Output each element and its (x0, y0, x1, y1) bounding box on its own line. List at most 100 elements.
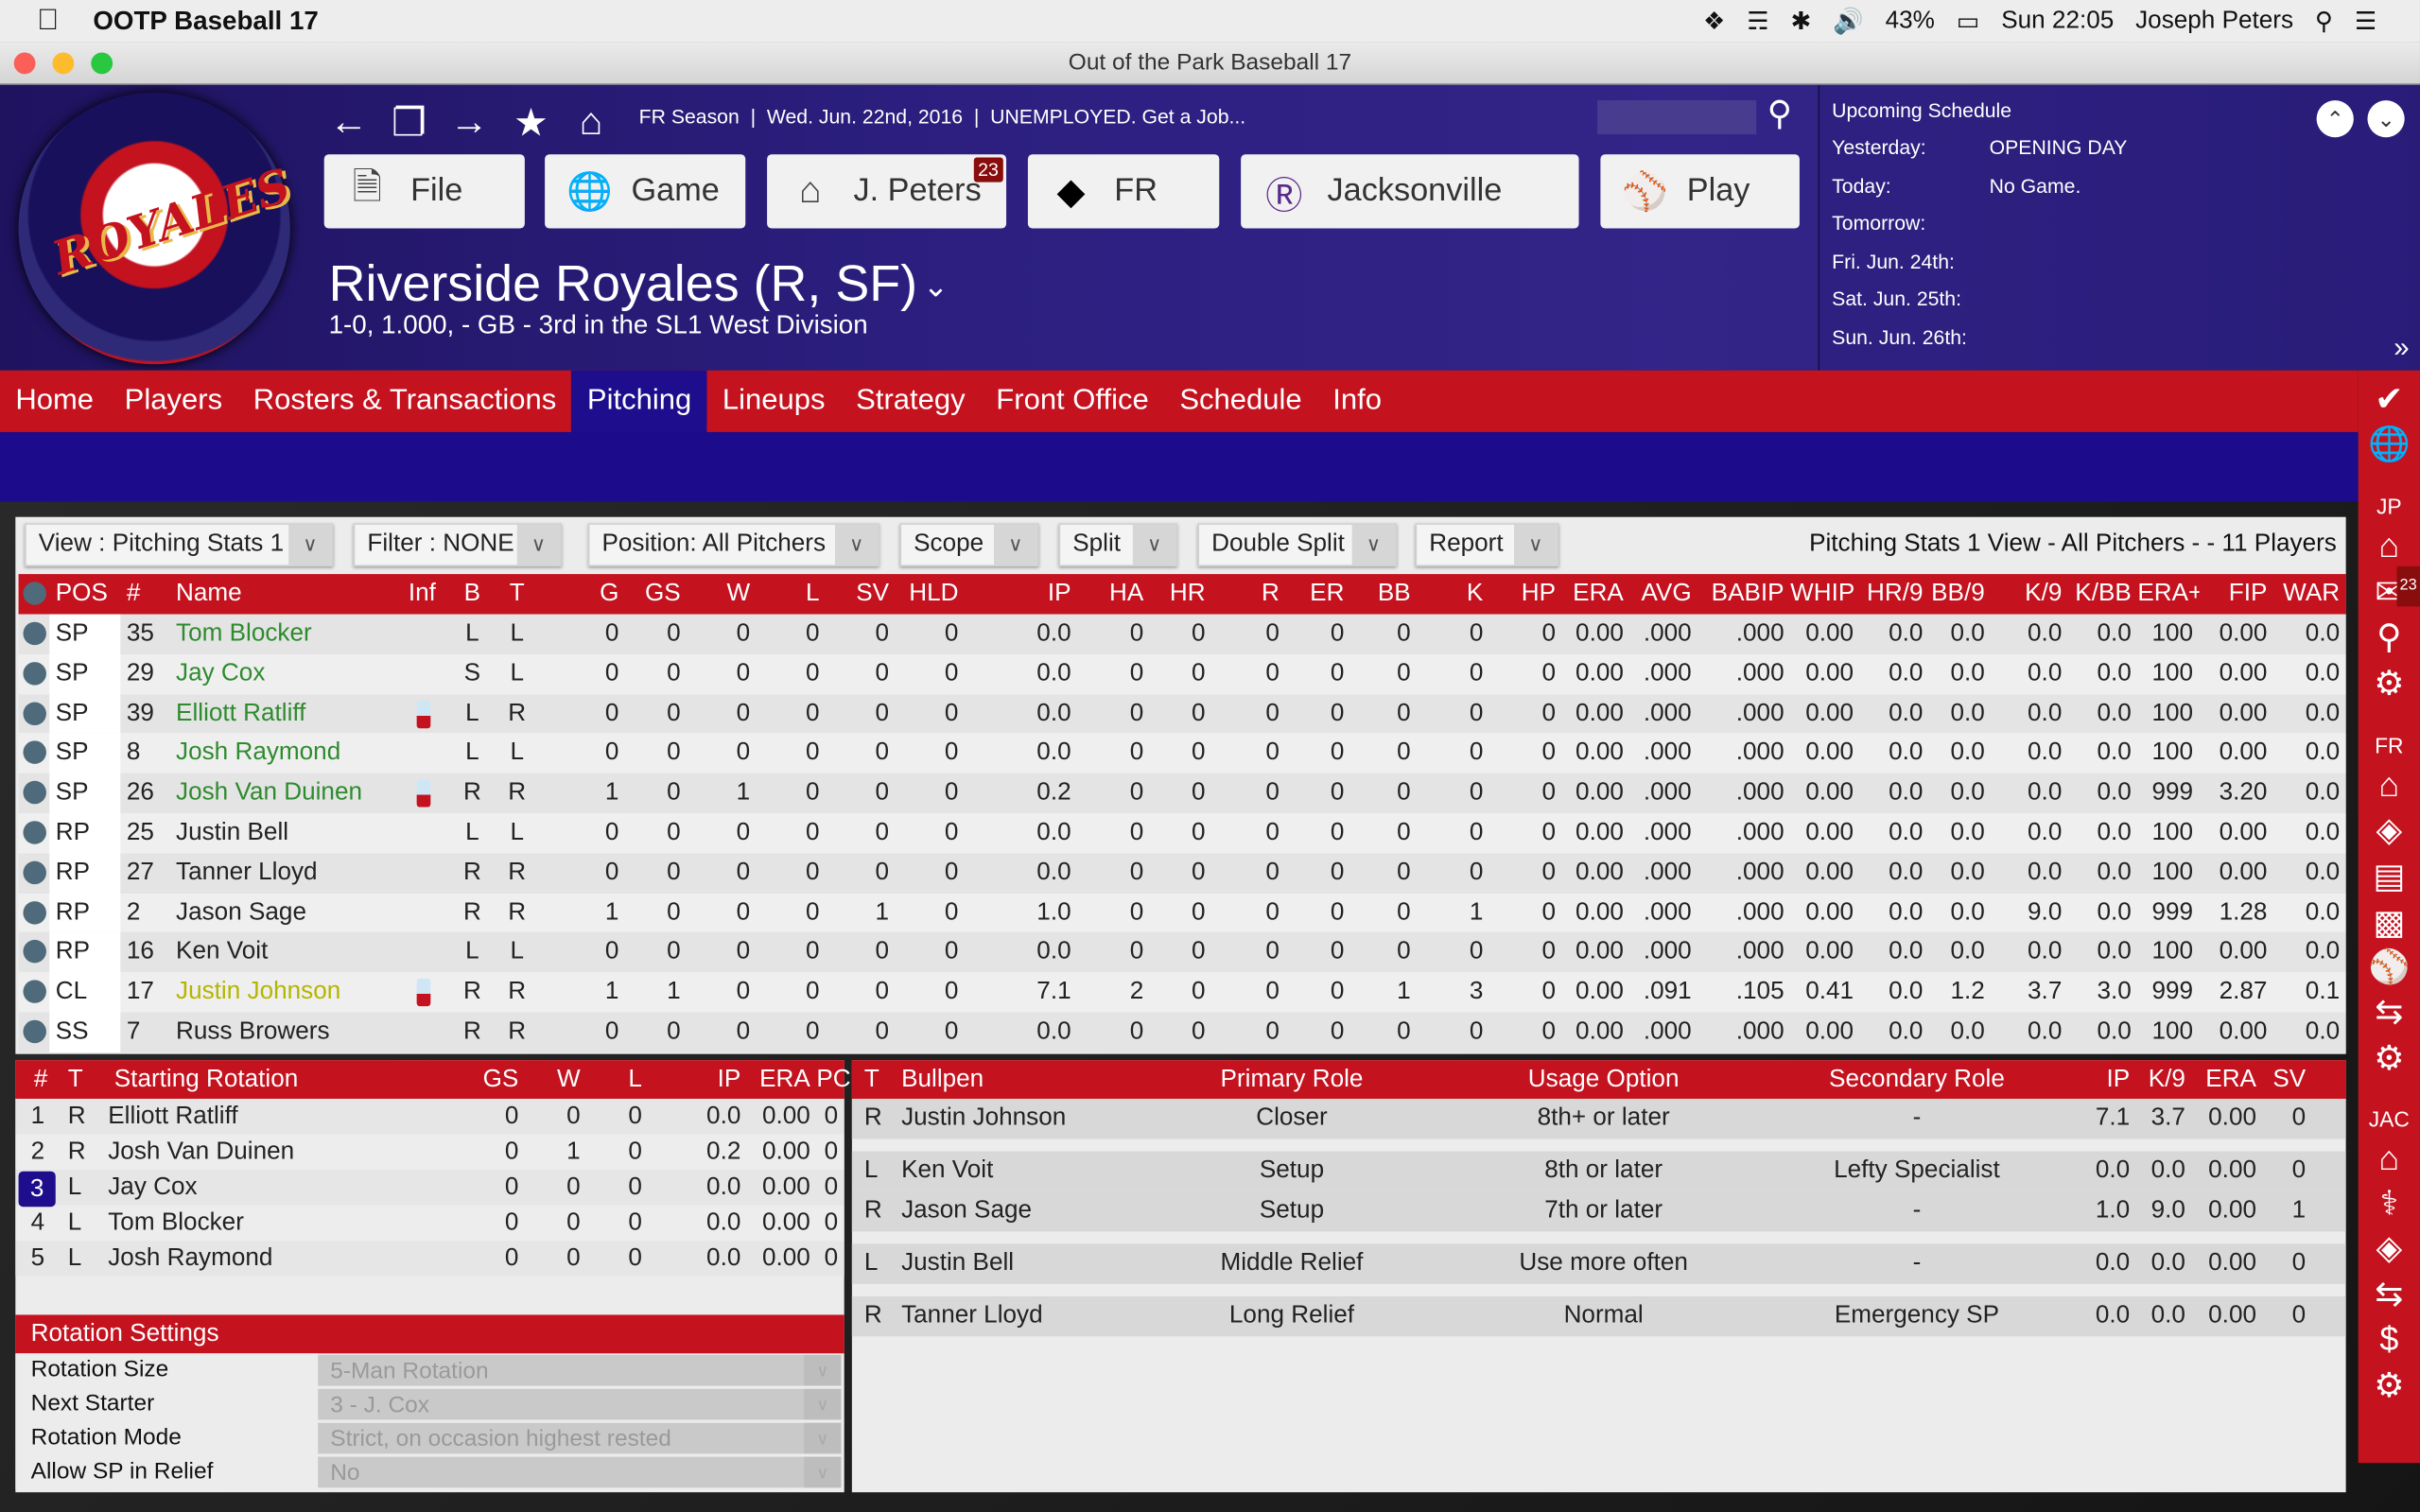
nav-tab-players[interactable]: Players (124, 384, 223, 417)
file-button[interactable]: 🗎 File (323, 154, 525, 229)
team-button[interactable]: Ⓡ Jacksonville (1241, 154, 1579, 229)
column-header-b[interactable]: B (463, 580, 481, 607)
toolbar-dropdown[interactable]: Double Split ∨ (1197, 523, 1397, 566)
column-header-hr[interactable]: HR (1169, 580, 1206, 607)
setting-select[interactable]: Strict, on occasion highest rested ∨ (318, 1422, 842, 1454)
player-status-dot[interactable] (19, 932, 50, 972)
battery-percent[interactable]: 43% (1885, 7, 1935, 34)
column-header-war[interactable]: WAR (2283, 580, 2341, 607)
toolbar-dropdown[interactable]: Report ∨ (1415, 523, 1559, 566)
nav-tab-rosters-transactions[interactable]: Rosters & Transactions (252, 384, 557, 417)
bullpen-row[interactable]: R Justin Johnson Closer 8th+ or later - 7.1 3.… (851, 1098, 2346, 1139)
column-header-hr-9[interactable]: HR/9 (1866, 580, 1924, 607)
player-status-dot[interactable] (19, 773, 50, 813)
chevron-down-icon[interactable]: ∨ (516, 524, 561, 565)
table-row[interactable]: RP 2 Jason Sage R R 1 0 0 0 1 0 1.0 0 0 0 0 0 1 0 0.00.000.… (18, 893, 2346, 933)
column-header-k[interactable]: K (1466, 580, 1484, 607)
game-button[interactable]: 🌐 Game (545, 154, 746, 229)
column-header-avg[interactable]: AVG (1641, 580, 1692, 607)
dropbox-icon[interactable]: ❖ (1702, 8, 1726, 35)
rotation-cell[interactable]: 3 (18, 1171, 56, 1208)
player-status-dot[interactable] (19, 972, 50, 1012)
setting-select[interactable]: No ∨ (318, 1456, 842, 1488)
team-switch-chevron-icon[interactable]: ⌄ (922, 269, 949, 304)
home-icon[interactable]: ⌂ (2378, 1138, 2400, 1178)
back-arrow-icon[interactable]: ← (329, 100, 369, 144)
player-name-link[interactable]: Elliott Ratliff (176, 700, 306, 727)
expand-double-chevron-icon[interactable]: » (2394, 331, 2410, 363)
apple-menu-icon[interactable]:  (37, 4, 59, 38)
transfer-arrows-icon[interactable]: ⇆ (2375, 1275, 2404, 1313)
setting-select[interactable]: 5-Man Rotation ∨ (318, 1354, 842, 1386)
column-header-ha[interactable]: HA (1109, 580, 1144, 607)
select-all-dot[interactable] (19, 574, 50, 614)
mail-icon[interactable]: ✉ 23 (2359, 565, 2420, 612)
column-header-name[interactable]: Name (176, 580, 242, 607)
bullpen-row[interactable]: L Ken Voit Setup 8th or later Lefty Speciali… (851, 1151, 2346, 1191)
receipt-icon[interactable]: ▤ (2373, 856, 2406, 895)
checkmark-icon[interactable]: ✔ (2375, 379, 2404, 419)
player-name-link[interactable]: Justin Johnson (176, 978, 341, 1005)
star-bookmark-icon[interactable]: ★ (514, 101, 548, 146)
nav-tab-home[interactable]: Home (15, 384, 95, 417)
player-name-link[interactable]: Jason Sage (176, 898, 306, 926)
scroll-down-button[interactable]: ⌄ (2367, 100, 2405, 138)
rotation-row[interactable]: 1 R Elliott Ratliff 0 0 0 0.0 0.00 0 (15, 1098, 844, 1135)
toolbar-dropdown[interactable]: Scope ∨ (899, 523, 1039, 566)
chevron-down-icon[interactable]: ∨ (1513, 524, 1558, 565)
rotation-row[interactable]: 5 L Josh Raymond 0 0 0 0.0 0.00 0 (15, 1241, 844, 1277)
column-header-hld[interactable]: HLD (909, 580, 959, 607)
column-header-sv[interactable]: SV (856, 580, 890, 607)
column-header-whip[interactable]: WHIP (1790, 580, 1855, 607)
chevron-down-icon[interactable]: ∨ (288, 524, 332, 565)
volume-icon[interactable]: 🔊 (1833, 8, 1864, 35)
scroll-up-button[interactable]: ⌃ (2316, 100, 2354, 138)
column-header-bb[interactable]: BB (1377, 580, 1411, 607)
bullpen-row[interactable]: L Justin Bell Middle Relief Use more often -… (851, 1243, 2346, 1284)
column-header-g[interactable]: G (600, 580, 619, 607)
close-window-button[interactable] (13, 52, 36, 75)
team-logo[interactable]: ROYALES (18, 92, 297, 365)
column-header-gs[interactable]: GS (644, 580, 681, 607)
nav-tab-pitching[interactable]: Pitching (571, 370, 707, 432)
column-header-ip[interactable]: IP (1047, 580, 1071, 607)
home-icon[interactable]: ⌂ (2378, 526, 2400, 565)
rotation-cell[interactable]: 4 (30, 1209, 45, 1237)
spotlight-icon[interactable]: ⚲ (2314, 8, 2334, 35)
player-name-link[interactable]: Ken Voit (176, 938, 269, 965)
table-row[interactable]: SS 7 Russ Browers R R 0 0 0 0 0 0 0.0 0 0 0 0 0 0 0 0.00.00… (18, 1012, 2346, 1052)
column-header-era+[interactable]: ERA+ (2137, 580, 2200, 607)
bluetooth-icon[interactable]: ✱ (1790, 8, 1812, 35)
toolbar-dropdown[interactable]: Filter : NONE ∨ (353, 523, 563, 566)
player-status-dot[interactable] (19, 654, 50, 694)
toolbar-dropdown[interactable]: Position: All Pitchers ∨ (587, 523, 880, 566)
player-name-link[interactable]: Tom Blocker (176, 620, 312, 647)
zoom-window-button[interactable] (91, 52, 113, 75)
player-name-link[interactable]: Jay Cox (176, 660, 266, 686)
diamond-icon[interactable]: ◈ (2376, 1228, 2403, 1267)
nav-tab-lineups[interactable]: Lineups (722, 384, 826, 417)
app-menu[interactable]: OOTP Baseball 17 (71, 5, 319, 35)
trainer-icon[interactable]: ⚕ (2379, 1183, 2399, 1223)
nav-tab-strategy[interactable]: Strategy (856, 384, 966, 417)
table-row[interactable]: SP 39 Elliott Ratliff L R 0 0 0 0 0 0 0.0 0 0 0 0 0 0 0 0.0… (18, 693, 2346, 734)
player-status-dot[interactable] (19, 734, 50, 773)
column-header-pos[interactable]: POS (55, 580, 108, 607)
column-header-k-9[interactable]: K/9 (2025, 580, 2063, 607)
dollar-icon[interactable]: $ (2379, 1319, 2399, 1359)
nav-tab-schedule[interactable]: Schedule (1179, 384, 1302, 417)
search-icon[interactable]: ⚲ (1767, 94, 1792, 133)
home-icon[interactable]: ⌂ (579, 100, 603, 144)
rotation-row[interactable]: 4 L Tom Blocker 0 0 0 0.0 0.00 0 (15, 1205, 844, 1242)
nav-tab-front-office[interactable]: Front Office (996, 384, 1149, 417)
wifi-icon[interactable]: ☴ (1747, 8, 1769, 35)
table-row[interactable]: RP 27 Tanner Lloyd R R 0 0 0 0 0 0 0.0 0 0 0 0 0 0 0 0.00.0… (18, 853, 2346, 894)
copy-page-icon[interactable]: ❐ (392, 101, 427, 146)
gear-icon[interactable]: ⚙ (2374, 663, 2405, 703)
toolbar-dropdown[interactable]: View : Pitching Stats 1 ∨ (25, 523, 334, 566)
minimize-window-button[interactable] (52, 52, 75, 75)
column-header-era[interactable]: ERA (1573, 580, 1624, 607)
player-name-link[interactable]: Josh Van Duinen (176, 779, 362, 807)
play-button[interactable]: ⚾ Play (1600, 154, 1800, 229)
column-header-t[interactable]: T (509, 580, 525, 607)
